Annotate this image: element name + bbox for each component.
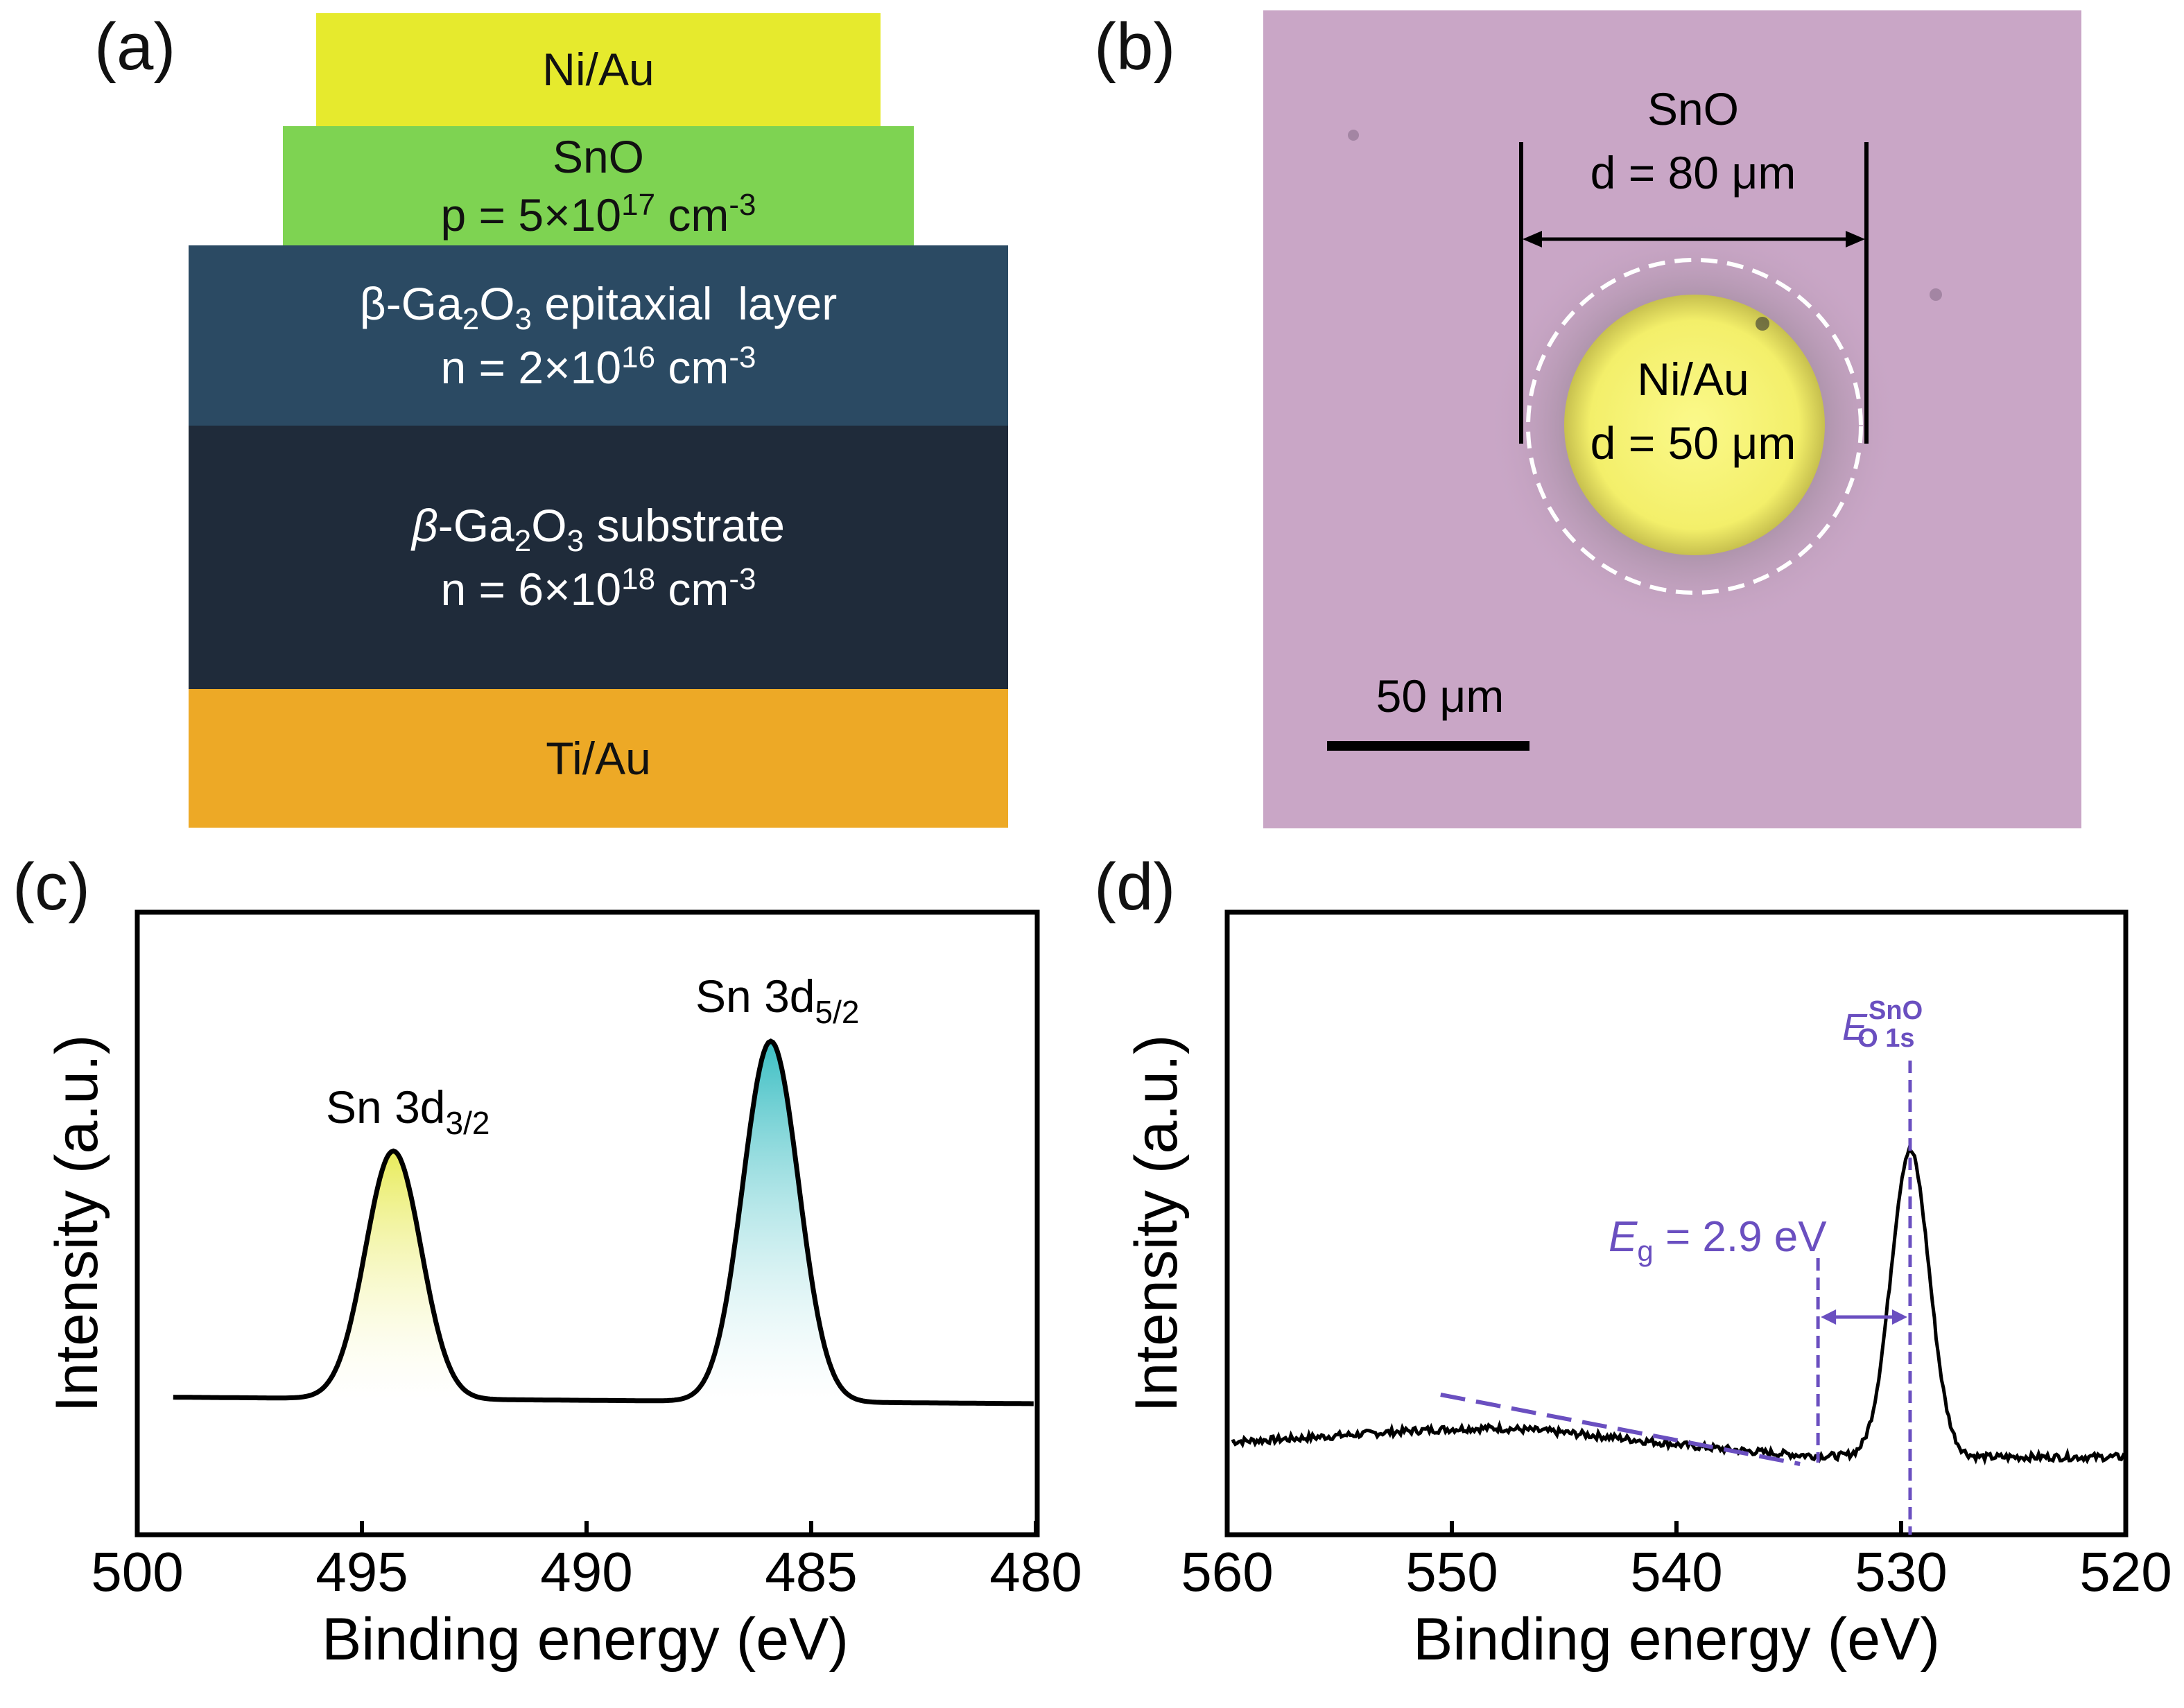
scalebar-label: 50 μm	[1376, 670, 1505, 722]
x-tick-label: 495	[315, 1541, 408, 1603]
panel-label-d: (d)	[1094, 850, 1176, 924]
x-ticks-d: 560 550 540 530 520	[1181, 1521, 2172, 1603]
peak-label-o1s: ESnO O 1s	[1842, 996, 1923, 1053]
niau-pad	[1564, 295, 1825, 555]
layer-sno-label: SnO	[552, 131, 645, 182]
speck	[1348, 130, 1359, 141]
spectrum-line-d	[1231, 1144, 2126, 1466]
sno-diameter: d = 80 μm	[1591, 147, 1796, 198]
layer-tiau: Ti/Au	[189, 689, 1008, 828]
sno-boundary	[1526, 258, 1863, 595]
x-tick-label: 540	[1630, 1541, 1722, 1603]
layer-substrate: β-Ga2O3 substrate n = 6×1018 cm-3	[189, 426, 1008, 689]
scalebar	[1327, 741, 1529, 751]
x-tick-label: 485	[765, 1541, 857, 1603]
peak-label-sn3d52: Sn 3d5/2	[695, 970, 859, 1030]
niau-label: Ni/Au	[1637, 354, 1749, 405]
x-axis-label-d: Binding energy (eV)	[1413, 1606, 1940, 1673]
layer-sno-doping: p = 5×1017 cm-3	[440, 187, 756, 241]
layer-substrate-doping: n = 6×1018 cm-3	[440, 561, 756, 615]
gap-label: Eg = 2.9 eV	[1609, 1213, 1827, 1267]
micrograph: SnO d = 80 μm Ni/Au d = 50 μm 50 μm	[1263, 10, 2081, 828]
layer-niau: Ni/Au	[316, 13, 881, 126]
layer-epitaxial-doping: n = 2×1016 cm-3	[440, 340, 756, 393]
panel-label-a: (a)	[94, 10, 176, 84]
gap-arrowhead-left	[1821, 1309, 1837, 1325]
y-axis-label-d: Intensity (a.u.)	[1123, 1035, 1190, 1413]
niau-diameter: d = 50 μm	[1591, 417, 1796, 469]
peak-label-sn3d32: Sn 3d3/2	[326, 1081, 489, 1141]
layer-sno: SnO p = 5×1017 cm-3	[283, 126, 914, 245]
panel-label-b: (b)	[1094, 10, 1176, 84]
arrowhead-left	[1523, 231, 1542, 247]
gap-arrowhead-right	[1891, 1309, 1907, 1325]
x-tick-label: 480	[989, 1541, 1082, 1603]
micrograph-drawing: SnO d = 80 μm Ni/Au d = 50 μm 50 μm	[1327, 83, 1942, 751]
chart-d: 560 550 540 530 520 Binding energy (eV) Inte…	[1123, 909, 2172, 1673]
layer-substrate-name: β-Ga2O3 substrate	[412, 499, 785, 558]
layer-niau-label: Ni/Au	[542, 44, 655, 96]
peak-fill-sn3d52	[672, 1041, 870, 1403]
x-tick-label: 520	[2079, 1541, 2172, 1603]
arrowhead-right	[1846, 231, 1865, 247]
x-tick-label: 550	[1405, 1541, 1498, 1603]
layer-tiau-label: Ti/Au	[546, 732, 651, 784]
background-fit-line	[1440, 1393, 1801, 1466]
plot-frame-c	[135, 909, 1040, 1537]
x-tick-label: 500	[91, 1541, 183, 1603]
panel-label-c: (c)	[12, 850, 90, 924]
layer-epitaxial-name: β-Ga2O3 epitaxial layer	[359, 277, 838, 336]
spectrum-line-c	[173, 1038, 1034, 1406]
x-tick-label: 560	[1181, 1541, 1273, 1603]
x-tick-label: 530	[1855, 1541, 1947, 1603]
speck	[1756, 317, 1769, 331]
x-tick-label: 490	[540, 1541, 632, 1603]
layer-epitaxial: β-Ga2O3 epitaxial layer n = 2×1016 cm-3	[189, 245, 1008, 426]
chart-c: 500 495 490 485 480 Binding energy (eV) Inte…	[44, 909, 1082, 1673]
y-axis-label-c: Intensity (a.u.)	[44, 1035, 110, 1413]
sno-label: SnO	[1647, 83, 1739, 134]
peak-fill-sn3d32	[294, 1151, 492, 1400]
x-ticks-c: 500 495 490 485 480	[91, 1521, 1082, 1603]
x-axis-label-c: Binding energy (eV)	[322, 1606, 849, 1673]
speck	[1930, 288, 1942, 301]
